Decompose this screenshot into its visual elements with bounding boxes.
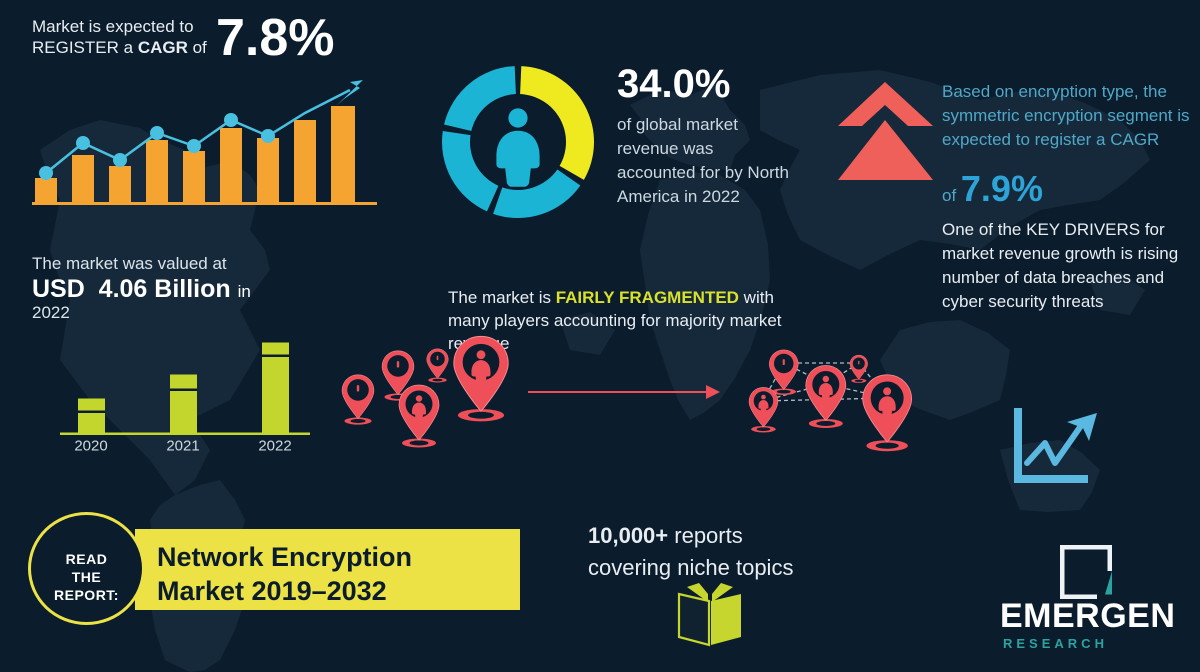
- svg-text:2022: 2022: [258, 438, 291, 455]
- svg-text:2020: 2020: [74, 438, 107, 455]
- svg-text:2021: 2021: [166, 438, 199, 455]
